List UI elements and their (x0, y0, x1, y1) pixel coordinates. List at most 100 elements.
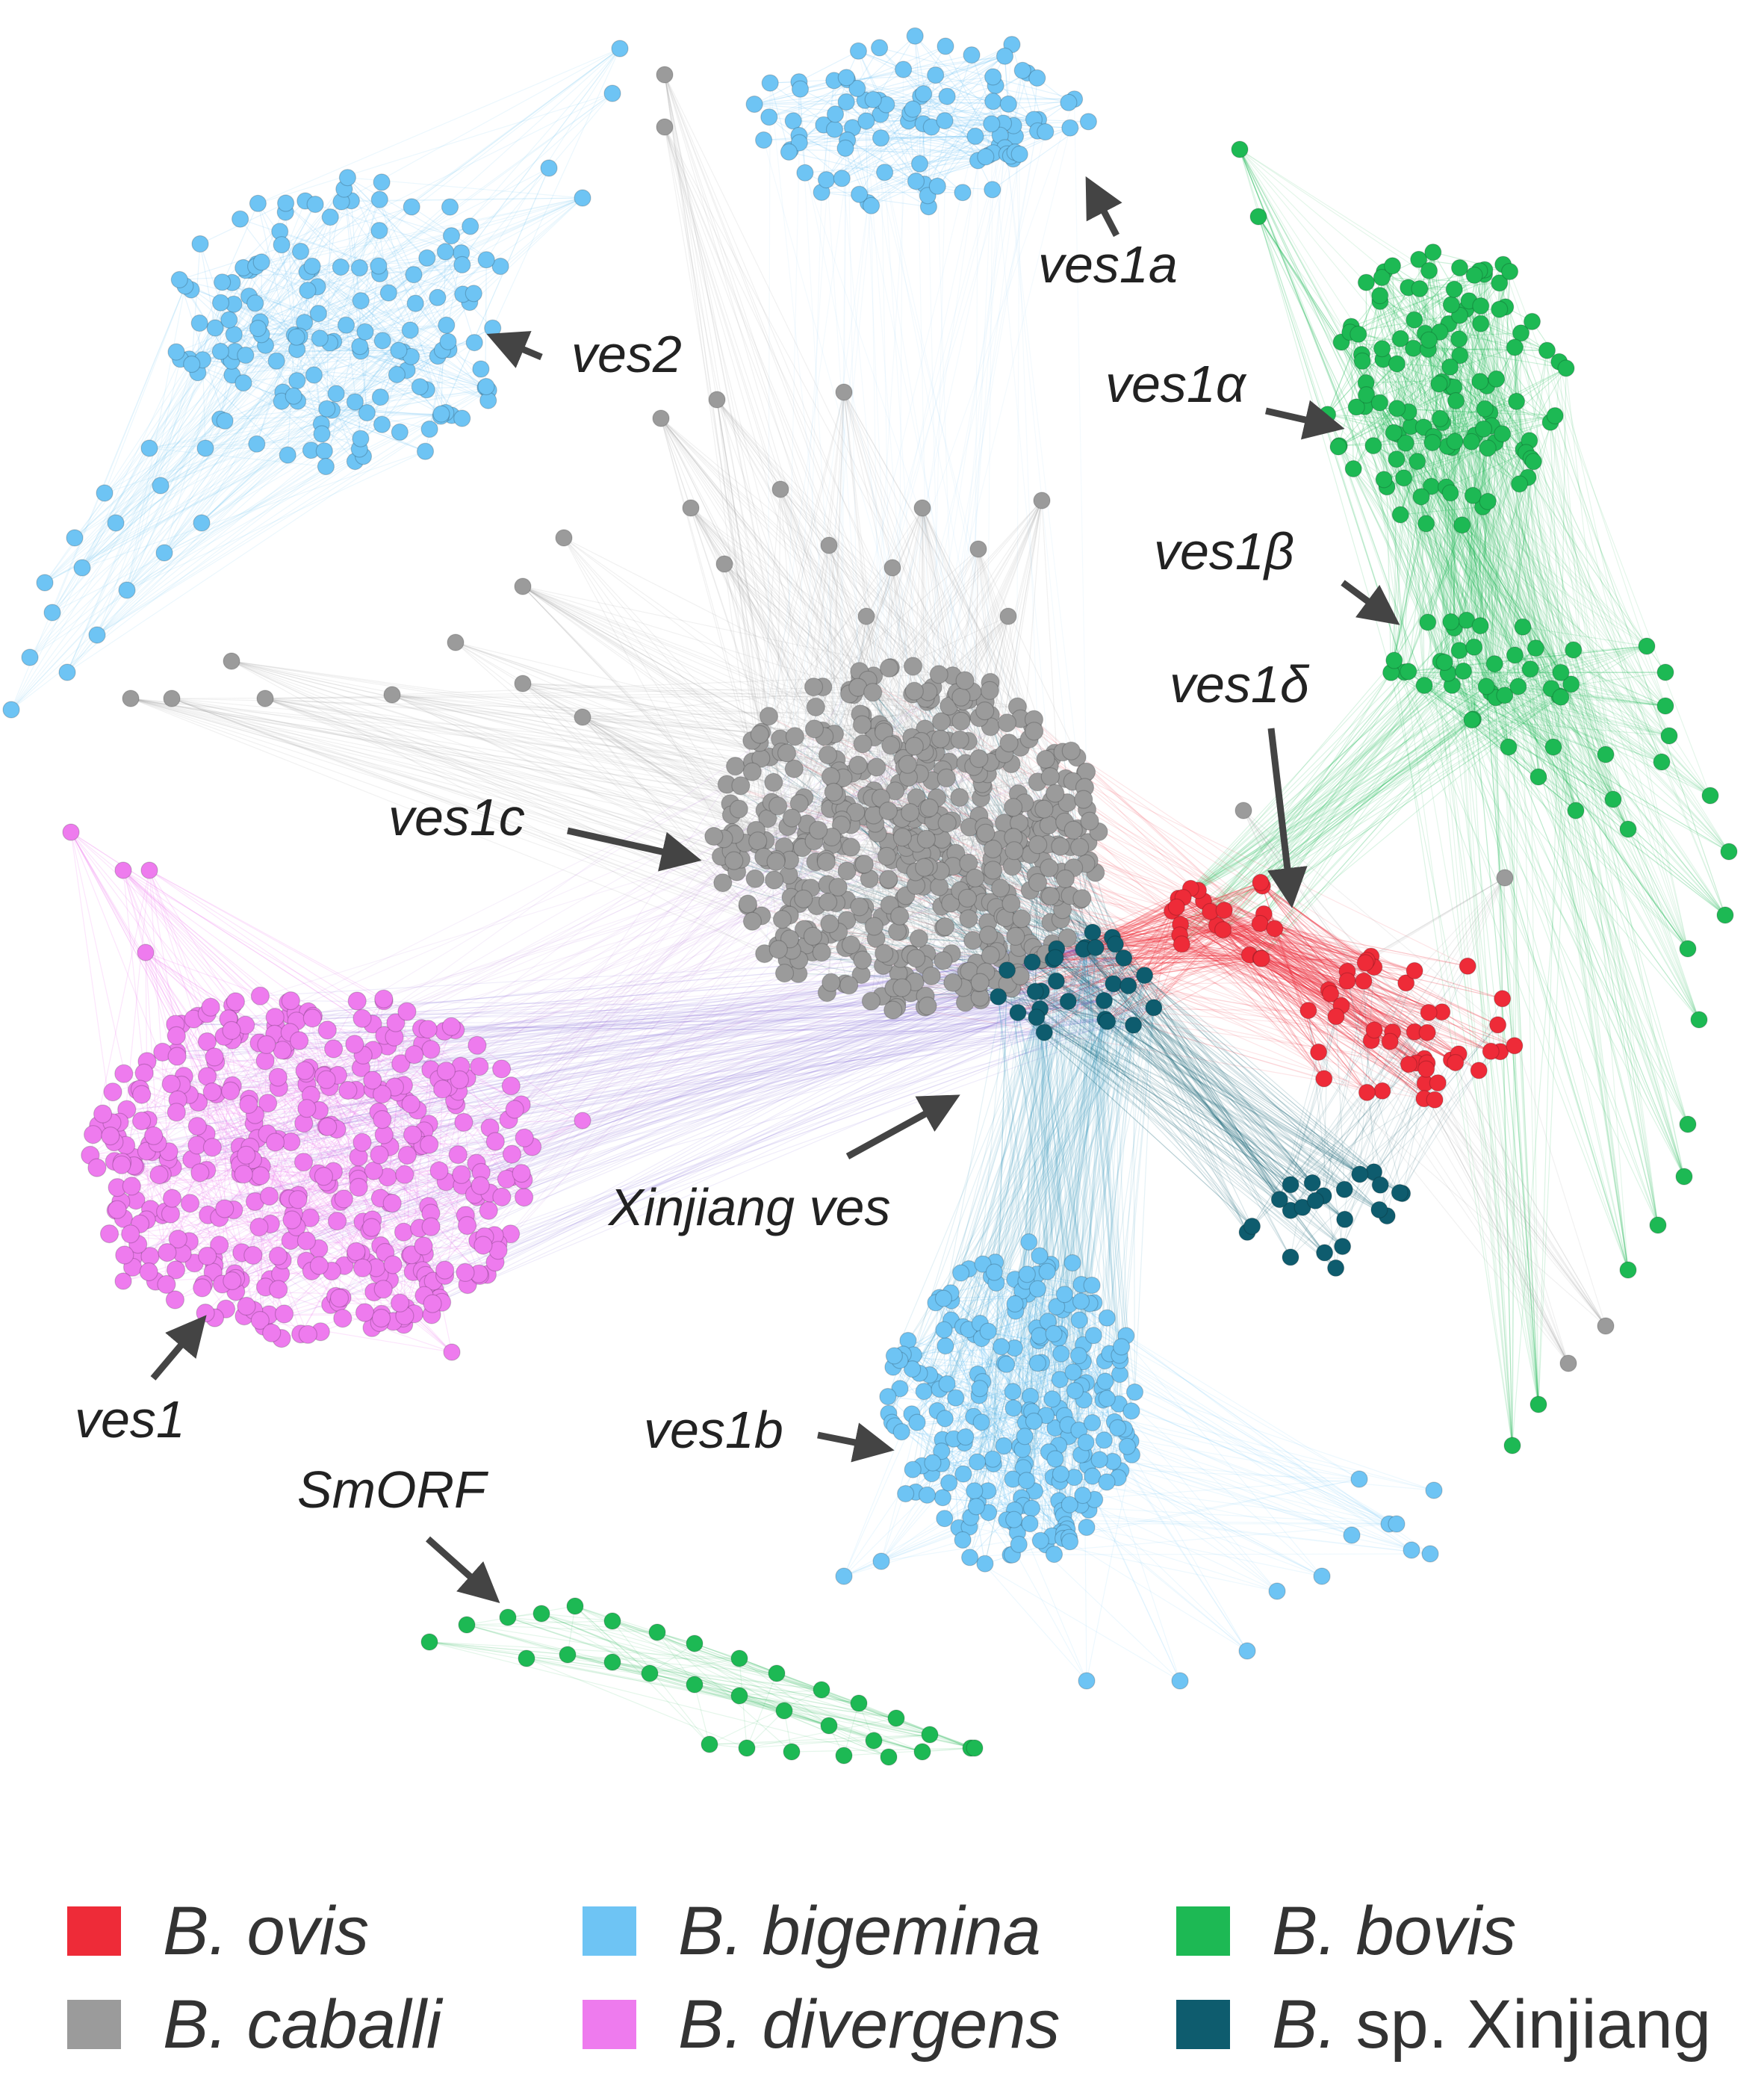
network-edge (1438, 383, 1685, 1177)
network-edge (1494, 663, 1509, 748)
network-edge (1483, 273, 1539, 778)
network-edge (66, 282, 233, 673)
network-edge (781, 143, 800, 920)
network-edge (264, 698, 741, 787)
network-edge (1453, 628, 1629, 830)
network-edge (1260, 719, 1473, 959)
network-edge (907, 120, 917, 182)
network-edge (1453, 441, 1456, 628)
network-edge (1504, 645, 1647, 696)
network-edge (1182, 662, 1445, 898)
network-edge (522, 586, 980, 760)
network-edge (1379, 252, 1434, 403)
network-edge (1447, 672, 1539, 778)
network-edge (1432, 368, 1567, 443)
network-edge (96, 349, 450, 636)
network-edge (1373, 323, 1450, 446)
network-edge (1396, 363, 1539, 1405)
network-edge (10, 251, 446, 710)
network-edge (179, 206, 412, 280)
network-edge (1179, 684, 1571, 936)
network-edge (1462, 524, 1515, 656)
network-edge (1518, 686, 1666, 707)
network-edge (1447, 673, 1539, 1405)
network-edge (1486, 385, 1539, 1405)
network-edge (747, 127, 854, 905)
network-edge (250, 197, 583, 271)
network-edge (1527, 477, 1539, 1405)
network-edge (1423, 427, 1453, 686)
network-edge (1484, 269, 1606, 755)
network-edge (411, 356, 487, 388)
network-edge (1391, 672, 1666, 707)
network-edge (1504, 695, 1689, 949)
network-edge (1546, 350, 1562, 673)
network-edge (1535, 648, 1666, 707)
network-edge (1432, 252, 1452, 622)
network-edge (1410, 426, 1531, 669)
network-edge (1496, 379, 1629, 1271)
network-edge (1223, 625, 1481, 911)
network-edge (1518, 483, 1659, 1226)
network-edge (867, 202, 890, 669)
network-edge (1466, 620, 1539, 1405)
network-node-ves2 (406, 294, 424, 312)
network-edge (1480, 323, 1629, 1271)
network-edge (1358, 334, 1468, 621)
network-edge (1462, 524, 1666, 707)
network-edge (1400, 514, 1531, 670)
network-edge (379, 265, 501, 275)
network-edge (1190, 650, 1460, 889)
network-edge (1495, 697, 1629, 1271)
network-edge (1462, 433, 1503, 672)
network-edge (881, 137, 978, 161)
network-edge (1535, 648, 1685, 1177)
network-edge (1494, 271, 1511, 664)
network-edge (1573, 649, 1606, 755)
network-edge (1210, 671, 1409, 912)
network-edge (1440, 660, 1700, 1020)
network-edge (1445, 486, 1539, 778)
network-edge (1379, 403, 1409, 672)
network-edge (243, 267, 295, 335)
network-edge (485, 48, 621, 261)
network-edge (754, 76, 993, 105)
network-edge (1453, 289, 1488, 502)
network-edge (804, 156, 986, 173)
network-edge (1013, 70, 1023, 126)
network-edge (344, 188, 462, 254)
network-edge (1450, 492, 1647, 647)
network-edge (871, 205, 882, 799)
network-edge (1472, 495, 1524, 628)
network-edge (160, 206, 412, 486)
network-edge (1514, 654, 1659, 1226)
network-edge (126, 456, 364, 591)
network-edge (44, 349, 450, 583)
network-edge (1473, 273, 1485, 648)
network-edge (1366, 348, 1429, 396)
network-edge (910, 55, 1005, 114)
network-edge (1471, 719, 1513, 1446)
network-edge (96, 424, 382, 636)
network-edge (1573, 649, 1659, 1226)
network-edge (44, 386, 420, 583)
network-edge (1260, 685, 1453, 959)
network-edge (1361, 361, 1726, 916)
network-edge (307, 290, 487, 388)
network-edge (1179, 672, 1449, 936)
network-edge (1261, 696, 1562, 887)
network-edge (897, 69, 904, 817)
network-edge (1455, 400, 1519, 687)
network-edge (1504, 350, 1548, 695)
network-edge (1514, 654, 1700, 1020)
network-edge (1571, 684, 1730, 852)
network-edge (379, 264, 462, 275)
network-edge (1394, 660, 1700, 1020)
network-edge (199, 244, 222, 303)
network-edge (1571, 684, 1700, 1020)
network-edge (1445, 486, 1629, 830)
network-edge (1550, 688, 1730, 852)
network-edge (1338, 408, 1397, 447)
network-edge (160, 397, 381, 486)
network-edge (1440, 660, 1662, 763)
